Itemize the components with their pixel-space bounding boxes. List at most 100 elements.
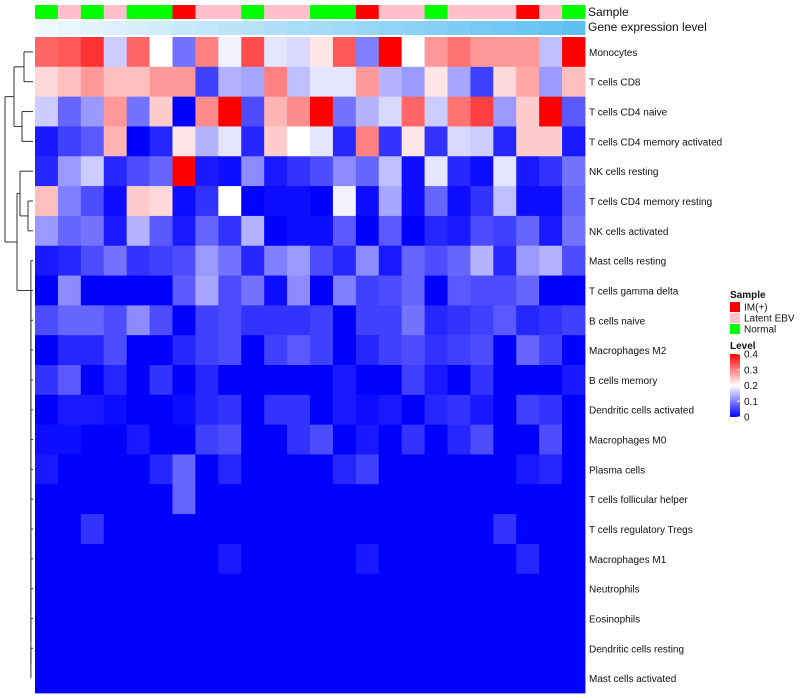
row-label: T cells follicular helper [589,495,688,506]
heatmap-cell [447,96,471,127]
heatmap-cell [80,245,105,276]
heatmap-cell [103,186,128,217]
heatmap-cell [149,66,173,98]
heatmap-cell [470,514,494,545]
heatmap-cell [310,215,334,247]
heatmap-cell [172,66,196,98]
annotation-label-sample: Sample [588,5,629,19]
heatmap-cell [310,245,334,276]
heatmap-cell [126,37,150,68]
heatmap-cell [264,454,288,485]
expression-annotation-cell [241,21,265,35]
heatmap-cell [35,335,59,366]
heatmap-cell [470,424,494,455]
heatmap-cell [218,275,242,306]
heatmap-cell [80,186,105,217]
heatmap-cell [287,186,311,217]
heatmap-cell [424,454,448,485]
heatmap-cell [470,573,494,604]
heatmap-cell [241,275,265,306]
heatmap-cell [332,484,357,515]
heatmap-cell [241,514,265,545]
heatmap-cell [516,365,540,396]
heatmap-cell [562,514,586,545]
heatmap-cell [57,305,82,336]
heatmap-cell [493,305,517,336]
heatmap-cell [378,424,403,455]
heatmap-cell [470,484,494,515]
legend-level-tick-label: 0.1 [744,397,758,408]
heatmap-cell [447,573,471,604]
row-label: Mast cells activated [589,674,676,685]
expression-annotation-cell [401,21,425,35]
heatmap-cell [493,245,517,276]
heatmap-cell [126,424,150,455]
heatmap-cell [562,454,586,485]
heatmap-cell [447,663,471,694]
sample-annotation-cell [355,5,380,19]
heatmap-cell [195,603,219,634]
heatmap-cell [562,96,586,127]
heatmap-cell [539,66,563,98]
heatmap-cell [287,514,311,545]
row-label: Monocytes [589,48,637,59]
heatmap-cell [493,186,517,217]
heatmap-cell [424,424,448,455]
heatmap-cell [539,663,563,694]
heatmap-cell [447,156,471,187]
heatmap-cell [378,573,403,604]
heatmap-cell [424,66,448,98]
heatmap-cell [539,186,563,217]
heatmap-cell [447,633,471,664]
heatmap-cell [103,275,128,306]
heatmap-cell [126,275,150,306]
heatmap-cell [195,365,219,396]
heatmap-cell [447,394,471,426]
heatmap-cell [493,66,517,98]
heatmap-cell [218,394,242,426]
heatmap-cell [57,514,82,545]
heatmap-cell [172,424,196,455]
heatmap-cell [126,514,150,545]
heatmap-cell [493,484,517,515]
sample-annotation-cell [126,5,150,19]
heatmap-cell [57,37,82,68]
heatmap-cell [447,514,471,545]
heatmap-cell [470,543,494,575]
heatmap-cell [539,96,563,127]
heatmap-cell [264,633,288,664]
heatmap-cell [80,424,105,455]
heatmap-cell [378,156,403,187]
sample-annotation-cell [57,5,82,19]
heatmap-cell [218,186,242,217]
heatmap-cell [172,215,196,247]
heatmap-cell [57,96,82,127]
heatmap-cell [35,394,59,426]
heatmap-cell [539,365,563,396]
heatmap-cell [195,573,219,604]
heatmap-cell [218,126,242,157]
heatmap-cell [126,245,150,276]
heatmap-cell [332,37,357,68]
heatmap-cell [287,663,311,694]
heatmap-cell [493,514,517,545]
heatmap-cell [172,633,196,664]
heatmap-cell [355,543,380,575]
heatmap-cell [378,514,403,545]
heatmap-cell [493,454,517,485]
heatmap-cell [80,365,105,396]
heatmap-cell [35,96,59,127]
heatmap-cell [516,633,540,664]
heatmap-cell [57,633,82,664]
heatmap-cell [287,424,311,455]
heatmap-cell [241,37,265,68]
sample-annotation-cell [195,5,219,19]
heatmap-cell [149,275,173,306]
legend-sample-label: IM(+) [744,303,768,314]
heatmap-cell [172,543,196,575]
heatmap-cell [378,394,403,426]
heatmap-cell [401,186,425,217]
heatmap-cell [57,603,82,634]
